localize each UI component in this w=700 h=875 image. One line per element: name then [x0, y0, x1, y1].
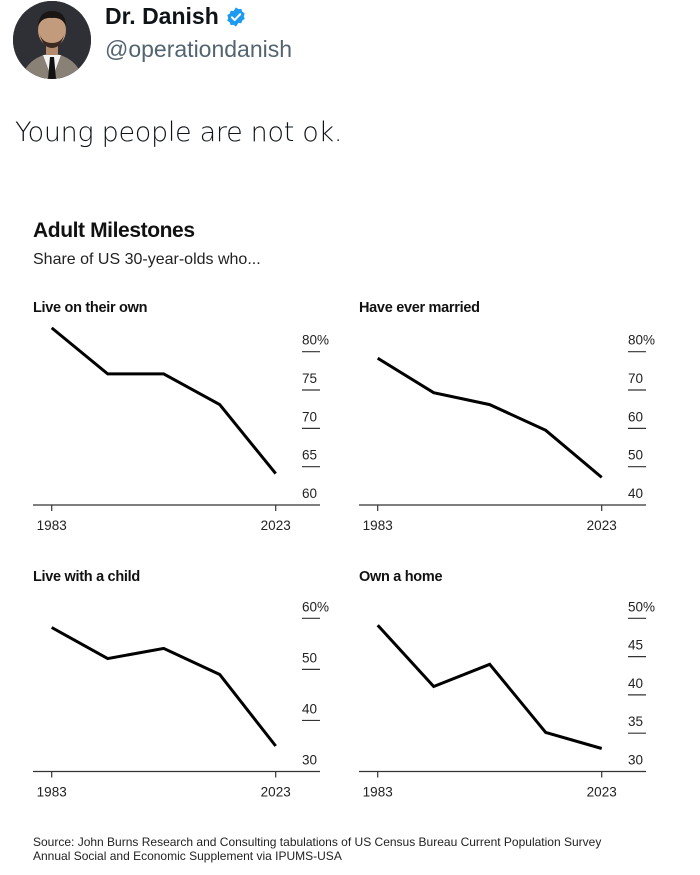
author-handle[interactable]: @operationdanish: [105, 36, 293, 62]
x-tick-label: 2023: [587, 518, 617, 533]
y-tick-label: 60: [302, 486, 317, 501]
x-tick-label: 2023: [587, 785, 617, 800]
y-tick-label: 60: [628, 409, 643, 424]
verified-badge-icon: [227, 6, 245, 27]
y-tick-label: 75: [302, 371, 317, 386]
y-tick-label: 80%: [302, 333, 329, 348]
series-line: [50, 626, 277, 747]
author-name[interactable]: Dr. Danish: [105, 3, 247, 30]
x-tick-label: 1983: [363, 785, 393, 800]
avatar[interactable]: [13, 1, 91, 79]
y-tick-label: 40: [628, 676, 643, 691]
y-tick-label: 80%: [628, 333, 655, 348]
series-line: [376, 356, 603, 479]
panel-title: Own a home: [359, 569, 442, 585]
y-tick-label: 30: [302, 753, 317, 768]
x-tick-label: 1983: [37, 518, 67, 533]
y-tick-label: 45: [628, 638, 643, 653]
panel-live-on-their-own: Live on their own 1983 2023 80% 75 70 65 60: [33, 300, 329, 533]
y-tick-label: 65: [302, 448, 317, 463]
series-line: [50, 326, 277, 475]
x-tick-label: 2023: [261, 518, 291, 533]
author-name-text: Dr. Danish: [105, 3, 219, 29]
panel-have-ever-married: Have ever married 1983 2023 80% 70 60 50 40: [359, 300, 655, 533]
chart-subtitle: Share of US 30-year-olds who...: [33, 251, 261, 268]
panel-title: Live on their own: [33, 300, 147, 316]
y-tick-label: 30: [628, 753, 643, 768]
y-tick-label: 50%: [628, 599, 655, 614]
y-tick-label: 35: [628, 714, 643, 729]
y-tick-label: 70: [628, 371, 643, 386]
y-tick-label: 60%: [302, 599, 329, 614]
x-tick-label: 2023: [261, 785, 291, 800]
panel-live-with-a-child: Live with a child 1983 2023 60% 50 40 30: [33, 569, 329, 800]
panel-title: Live with a child: [33, 569, 140, 585]
y-tick-label: 40: [302, 701, 317, 716]
x-tick-label: 1983: [363, 518, 393, 533]
x-tick-label: 1983: [37, 785, 67, 800]
source-note-line2: Annual Social and Economic Supplement vi…: [33, 849, 342, 863]
y-tick-label: 70: [302, 409, 317, 424]
source-note-line1: Source: John Burns Research and Consulti…: [33, 835, 601, 849]
y-tick-label: 40: [628, 486, 643, 501]
y-tick-label: 50: [302, 650, 317, 665]
chart-title: Adult Milestones: [33, 219, 195, 242]
panel-own-a-home: Own a home 1983 2023 50% 45 40 35 30: [359, 569, 655, 800]
tweet-text: Young people are not ok.: [15, 117, 343, 148]
y-tick-label: 50: [628, 448, 643, 463]
panel-title: Have ever married: [359, 300, 480, 316]
series-line: [376, 624, 603, 750]
